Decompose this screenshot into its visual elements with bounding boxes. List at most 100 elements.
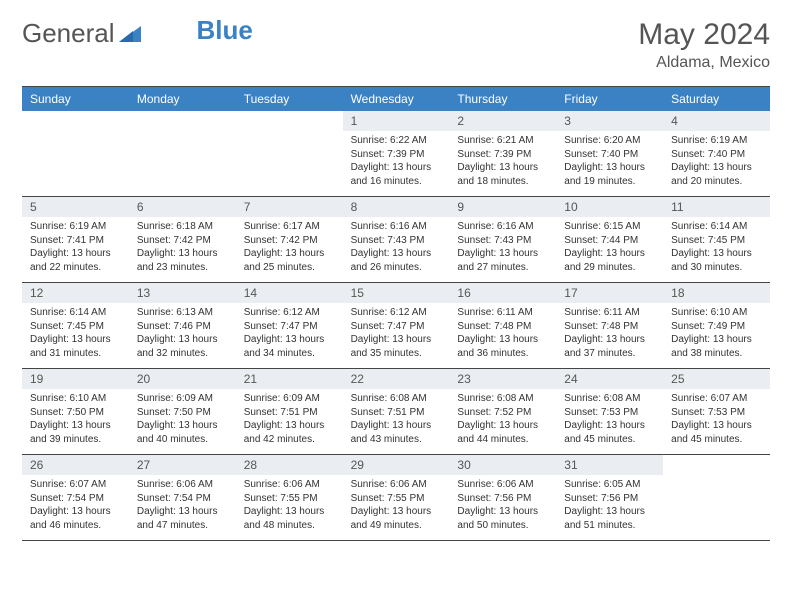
sunset-line: Sunset: 7:51 PM xyxy=(351,406,442,420)
daylight-line-2: and 34 minutes. xyxy=(244,347,335,361)
week-row: 19 Sunrise: 6:10 AM Sunset: 7:50 PM Dayligh… xyxy=(22,369,770,455)
daylight-line-2: and 43 minutes. xyxy=(351,433,442,447)
day-header-row: SundayMondayTuesdayWednesdayThursdayFrid… xyxy=(22,87,770,111)
daylight-line-1: Daylight: 13 hours xyxy=(137,247,228,261)
day-number: 10 xyxy=(556,197,663,217)
sunrise-line: Sunrise: 6:11 AM xyxy=(564,306,655,320)
day-info: Sunrise: 6:06 AMSunset: 7:54 PMDaylight:… xyxy=(129,475,236,538)
daylight-line-1: Daylight: 13 hours xyxy=(351,247,442,261)
empty-cell xyxy=(22,111,129,197)
sunset-line: Sunset: 7:50 PM xyxy=(137,406,228,420)
day-number: 5 xyxy=(22,197,129,217)
brand-part1: General xyxy=(22,18,115,49)
daylight-line-2: and 45 minutes. xyxy=(671,433,762,447)
day-cell: 26Sunrise: 6:07 AMSunset: 7:54 PMDayligh… xyxy=(22,455,129,541)
day-number: 29 xyxy=(343,455,450,475)
title-block: May 2024 Aldama, Mexico xyxy=(638,18,770,72)
day-cell: 23Sunrise: 6:08 AMSunset: 7:52 PMDayligh… xyxy=(449,369,556,455)
day-header-cell: Wednesday xyxy=(343,87,450,111)
sunset-line: Sunset: 7:46 PM xyxy=(137,320,228,334)
daylight-line-2: and 40 minutes. xyxy=(137,433,228,447)
sunset-line: Sunset: 7:53 PM xyxy=(671,406,762,420)
daylight-line-2: and 50 minutes. xyxy=(457,519,548,533)
sunrise-line: Sunrise: 6:18 AM xyxy=(137,220,228,234)
daylight-line-2: and 31 minutes. xyxy=(30,347,121,361)
daylight-line-2: and 51 minutes. xyxy=(564,519,655,533)
sunrise-line: Sunrise: 6:22 AM xyxy=(351,134,442,148)
day-number: 3 xyxy=(556,111,663,131)
day-info: Sunrise: 6:22 AMSunset: 7:39 PMDaylight:… xyxy=(343,131,450,194)
day-info: Sunrise: 6:12 AMSunset: 7:47 PMDaylight:… xyxy=(236,303,343,366)
daylight-line-2: and 36 minutes. xyxy=(457,347,548,361)
day-info: Sunrise: 6:07 AMSunset: 7:53 PMDaylight:… xyxy=(663,389,770,452)
day-number: 23 xyxy=(449,369,556,389)
day-number: 27 xyxy=(129,455,236,475)
daylight-line-1: Daylight: 13 hours xyxy=(30,505,121,519)
sunrise-line: Sunrise: 6:14 AM xyxy=(30,306,121,320)
day-number: 2 xyxy=(449,111,556,131)
daylight-line-2: and 16 minutes. xyxy=(351,175,442,189)
day-number: 13 xyxy=(129,283,236,303)
day-number: 28 xyxy=(236,455,343,475)
week-row: 26Sunrise: 6:07 AMSunset: 7:54 PMDayligh… xyxy=(22,455,770,541)
daylight-line-2: and 18 minutes. xyxy=(457,175,548,189)
sunrise-line: Sunrise: 6:08 AM xyxy=(564,392,655,406)
sunrise-line: Sunrise: 6:10 AM xyxy=(30,392,121,406)
daylight-line-1: Daylight: 13 hours xyxy=(457,419,548,433)
sunset-line: Sunset: 7:45 PM xyxy=(671,234,762,248)
daylight-line-1: Daylight: 13 hours xyxy=(30,419,121,433)
day-cell: 1Sunrise: 6:22 AMSunset: 7:39 PMDaylight… xyxy=(343,111,450,197)
sunrise-line: Sunrise: 6:06 AM xyxy=(457,478,548,492)
page-header: General Blue May 2024 Aldama, Mexico xyxy=(22,18,770,72)
daylight-line-2: and 29 minutes. xyxy=(564,261,655,275)
sunrise-line: Sunrise: 6:08 AM xyxy=(351,392,442,406)
sunset-line: Sunset: 7:48 PM xyxy=(564,320,655,334)
daylight-line-1: Daylight: 13 hours xyxy=(351,419,442,433)
day-number: 7 xyxy=(236,197,343,217)
daylight-line-1: Daylight: 13 hours xyxy=(244,505,335,519)
day-cell: 19Sunrise: 6:10 AMSunset: 7:50 PMDayligh… xyxy=(22,369,129,455)
sunset-line: Sunset: 7:42 PM xyxy=(137,234,228,248)
day-info: Sunrise: 6:19 AMSunset: 7:41 PMDaylight:… xyxy=(22,217,129,280)
day-info: Sunrise: 6:06 AMSunset: 7:55 PMDaylight:… xyxy=(343,475,450,538)
day-info: Sunrise: 6:06 AMSunset: 7:56 PMDaylight:… xyxy=(449,475,556,538)
daylight-line-2: and 27 minutes. xyxy=(457,261,548,275)
day-number: 25 xyxy=(663,369,770,389)
empty-cell xyxy=(129,111,236,197)
day-cell: 15Sunrise: 6:12 AMSunset: 7:47 PMDayligh… xyxy=(343,283,450,369)
day-number: 15 xyxy=(343,283,450,303)
day-cell: 11Sunrise: 6:14 AMSunset: 7:45 PMDayligh… xyxy=(663,197,770,283)
day-cell: 27Sunrise: 6:06 AMSunset: 7:54 PMDayligh… xyxy=(129,455,236,541)
sunset-line: Sunset: 7:51 PM xyxy=(244,406,335,420)
day-cell: 24Sunrise: 6:08 AMSunset: 7:53 PMDayligh… xyxy=(556,369,663,455)
sunrise-line: Sunrise: 6:19 AM xyxy=(30,220,121,234)
weeks-container: 1Sunrise: 6:22 AMSunset: 7:39 PMDaylight… xyxy=(22,111,770,541)
day-cell: 8Sunrise: 6:16 AMSunset: 7:43 PMDaylight… xyxy=(343,197,450,283)
day-cell: 22Sunrise: 6:08 AMSunset: 7:51 PMDayligh… xyxy=(343,369,450,455)
sunset-line: Sunset: 7:53 PM xyxy=(564,406,655,420)
daylight-line-2: and 19 minutes. xyxy=(564,175,655,189)
sunset-line: Sunset: 7:39 PM xyxy=(457,148,548,162)
sunrise-line: Sunrise: 6:12 AM xyxy=(244,306,335,320)
day-cell: 9Sunrise: 6:16 AMSunset: 7:43 PMDaylight… xyxy=(449,197,556,283)
daylight-line-2: and 38 minutes. xyxy=(671,347,762,361)
daylight-line-1: Daylight: 13 hours xyxy=(137,505,228,519)
sunrise-line: Sunrise: 6:14 AM xyxy=(671,220,762,234)
sunset-line: Sunset: 7:49 PM xyxy=(671,320,762,334)
sunset-line: Sunset: 7:54 PM xyxy=(30,492,121,506)
day-cell: 7Sunrise: 6:17 AMSunset: 7:42 PMDaylight… xyxy=(236,197,343,283)
day-number: 30 xyxy=(449,455,556,475)
day-info: Sunrise: 6:08 AMSunset: 7:51 PMDaylight:… xyxy=(343,389,450,452)
sunset-line: Sunset: 7:55 PM xyxy=(244,492,335,506)
sunset-line: Sunset: 7:40 PM xyxy=(564,148,655,162)
sunset-line: Sunset: 7:56 PM xyxy=(457,492,548,506)
sunset-line: Sunset: 7:43 PM xyxy=(351,234,442,248)
sunset-line: Sunset: 7:48 PM xyxy=(457,320,548,334)
sunrise-line: Sunrise: 6:11 AM xyxy=(457,306,548,320)
sunrise-line: Sunrise: 6:12 AM xyxy=(351,306,442,320)
day-info: Sunrise: 6:17 AMSunset: 7:42 PMDaylight:… xyxy=(236,217,343,280)
day-number: 19 xyxy=(22,369,129,389)
day-cell: 30Sunrise: 6:06 AMSunset: 7:56 PMDayligh… xyxy=(449,455,556,541)
daylight-line-1: Daylight: 13 hours xyxy=(351,333,442,347)
day-header-cell: Friday xyxy=(556,87,663,111)
